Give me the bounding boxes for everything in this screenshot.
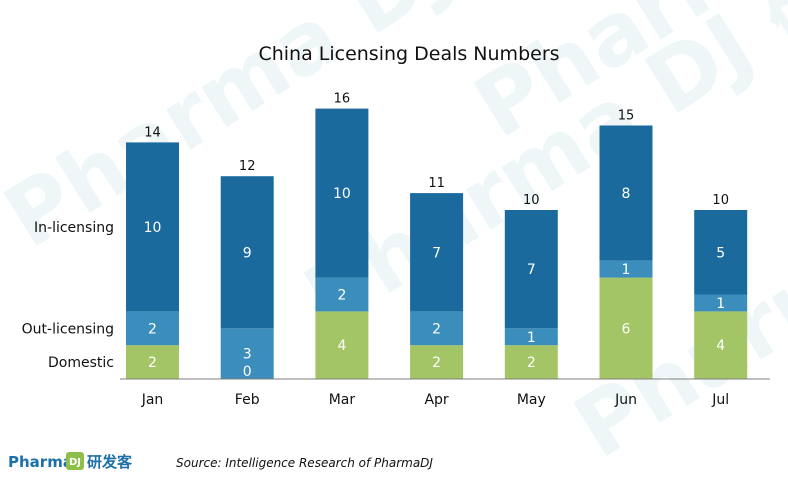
bar-jan-out-licensing <box>126 311 179 346</box>
bar-mar-domestic <box>315 311 369 379</box>
bar-jul-out-licensing <box>694 294 748 312</box>
bar-jun-domestic <box>599 277 653 379</box>
bar-apr-domestic <box>410 345 464 379</box>
bar-may-in-licensing <box>504 210 558 329</box>
category-label-jun: Jun <box>614 392 637 408</box>
logo-mark: DJ <box>69 457 81 468</box>
total-labels-layer: 14 12 16 11 10 15 10 <box>144 92 729 208</box>
category-label-feb: Feb <box>235 392 260 408</box>
logo-chinese: 研发客 <box>87 453 133 471</box>
data-label-jan-in-licensing: 10 <box>144 220 162 236</box>
bar-may-out-licensing <box>504 328 558 346</box>
source-note: Source: Intelligence Research of PharmaD… <box>176 456 433 470</box>
data-label-apr-domestic: 2 <box>432 355 441 371</box>
data-label-jan-out-licensing: 2 <box>148 321 157 337</box>
bar-apr-out-licensing <box>410 311 464 346</box>
bar-mar-in-licensing <box>315 108 369 278</box>
data-label-jul-out-licensing: 1 <box>716 296 725 312</box>
category-label-may: May <box>517 392 546 408</box>
data-label-jun-in-licensing: 8 <box>622 186 631 202</box>
category-label-jul: Jul <box>711 392 729 408</box>
total-label-jun: 15 <box>618 109 635 124</box>
bar-feb-out-licensing <box>220 328 274 379</box>
logo-latin: Pharma <box>8 453 73 471</box>
category-labels-layer: Jan Feb Mar Apr May Jun Jul <box>141 392 729 408</box>
total-label-apr: 11 <box>428 176 445 191</box>
total-label-jul: 10 <box>712 193 729 208</box>
data-label-apr-in-licensing: 7 <box>432 245 441 261</box>
data-label-may-out-licensing: 1 <box>527 330 536 346</box>
bar-jun-in-licensing <box>599 125 653 261</box>
bar-may-domestic <box>504 345 558 379</box>
data-label-may-domestic: 2 <box>527 355 536 371</box>
category-label-jan: Jan <box>141 392 164 408</box>
row-label-out-licensing: Out-licensing <box>22 321 114 337</box>
data-label-feb-out-licensing: 3 <box>243 347 252 363</box>
data-label-mar-in-licensing: 10 <box>333 186 351 202</box>
bar-jul-in-licensing <box>694 210 748 295</box>
data-label-mar-domestic: 4 <box>337 338 346 354</box>
total-label-mar: 16 <box>334 92 351 107</box>
bar-jun-out-licensing <box>599 260 653 278</box>
segment-labels-layer: 2 2 10 03 9 4 2 10 2 2 7 2 1 7 6 1 8 4 1 5 <box>144 186 726 380</box>
data-label-jul-domestic: 4 <box>716 338 725 354</box>
brand-logo: Pharma DJ 研发客 <box>8 452 133 471</box>
chart-title: China Licensing Deals Numbers <box>258 43 559 65</box>
bar-mar-out-licensing <box>315 277 369 312</box>
data-label-feb-in-licensing: 9 <box>243 245 252 261</box>
bar-jan-domestic <box>126 345 179 379</box>
data-label-mar-out-licensing: 2 <box>337 288 346 304</box>
logo-mark-icon <box>66 452 84 470</box>
total-label-feb: 12 <box>239 159 256 174</box>
data-label-jan-domestic: 2 <box>148 355 157 371</box>
row-labels-layer: Domestic Out-licensing In-licensing <box>22 220 114 371</box>
bar-jul-domestic <box>694 311 748 379</box>
category-label-apr: Apr <box>424 392 448 408</box>
data-label-feb-domestic: 0 <box>243 364 252 380</box>
total-label-jan: 14 <box>144 125 161 140</box>
row-label-domestic: Domestic <box>48 355 114 371</box>
bar-feb-in-licensing <box>220 176 274 329</box>
data-label-jul-in-licensing: 5 <box>716 245 725 261</box>
bar-apr-in-licensing <box>410 193 464 312</box>
row-label-in-licensing: In-licensing <box>34 220 114 236</box>
data-label-may-in-licensing: 7 <box>527 262 536 278</box>
data-label-jun-out-licensing: 1 <box>622 262 631 278</box>
category-label-mar: Mar <box>329 392 356 408</box>
bars-layer <box>126 108 748 379</box>
bar-jan-in-licensing <box>126 142 179 312</box>
data-label-apr-out-licensing: 2 <box>432 321 441 337</box>
total-label-may: 10 <box>523 193 540 208</box>
data-label-jun-domestic: 6 <box>622 321 631 337</box>
